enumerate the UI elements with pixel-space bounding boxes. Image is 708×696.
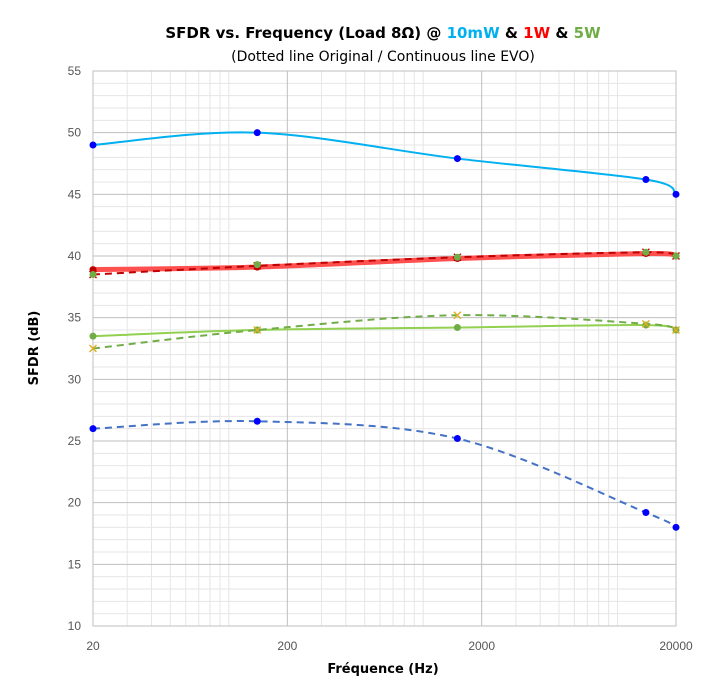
series-line: [92, 131, 677, 196]
y-tick-label: 20: [68, 496, 82, 510]
series-line: [92, 324, 677, 338]
y-tick-label: 35: [68, 311, 82, 325]
x-tick-label: 20000: [659, 639, 693, 653]
data-point-stroke: [641, 319, 650, 328]
y-tick-label: 25: [68, 434, 82, 448]
y-tick-label: 55: [68, 64, 82, 78]
x-tick-label: 20: [86, 639, 100, 653]
data-point-stroke: [89, 344, 97, 353]
data-point: [453, 324, 461, 332]
data-point-stroke: [672, 326, 680, 334]
data-point: [642, 321, 650, 329]
data-point: [641, 319, 650, 328]
data-point-stroke: [453, 311, 462, 320]
data-point: [672, 326, 680, 334]
data-point: [89, 266, 97, 274]
data-point: [253, 326, 262, 334]
series-line: [92, 420, 677, 529]
data-point: [89, 332, 97, 340]
tick-labels: 10 15 20 25 30 35 40 45 50 55 20 200 2000 20000: [68, 64, 693, 653]
data-point: [672, 190, 680, 198]
data-point: [642, 176, 650, 184]
x-tick-label: 2000: [468, 639, 495, 653]
y-tick-label: 45: [68, 187, 82, 201]
marker-layer: [89, 129, 680, 531]
grid: [92, 70, 677, 627]
data-point: [253, 261, 261, 269]
data-point: [89, 425, 97, 433]
data-point: [253, 129, 261, 137]
data-point: [453, 311, 462, 320]
data-point: [453, 155, 461, 163]
data-point: [672, 523, 680, 531]
x-tick-label: 200: [277, 639, 297, 653]
data-point: [89, 141, 97, 149]
data-point: [253, 417, 261, 425]
y-tick-label: 30: [68, 372, 82, 386]
data-point: [672, 252, 680, 260]
data-point: [642, 248, 650, 256]
x-axis-title: Fréquence (Hz): [327, 662, 438, 677]
chart-title: SFDR vs. Frequency (Load 8Ω) @ 10mW & 1W…: [165, 24, 601, 42]
data-point: [89, 344, 97, 353]
plot-area-border: [92, 70, 677, 627]
y-tick-label: 50: [68, 126, 82, 140]
y-tick-label: 15: [68, 557, 82, 571]
y-tick-label: 10: [68, 619, 82, 633]
data-point: [89, 271, 97, 278]
y-axis-title: SFDR (dB): [27, 311, 42, 386]
data-point: [453, 253, 461, 261]
y-tick-label: 40: [68, 249, 82, 263]
data-point-stroke: [253, 326, 262, 334]
data-point: [453, 435, 461, 443]
data-point: [642, 509, 650, 517]
chart-subtitle: (Dotted line Original / Continuous line …: [231, 49, 535, 65]
